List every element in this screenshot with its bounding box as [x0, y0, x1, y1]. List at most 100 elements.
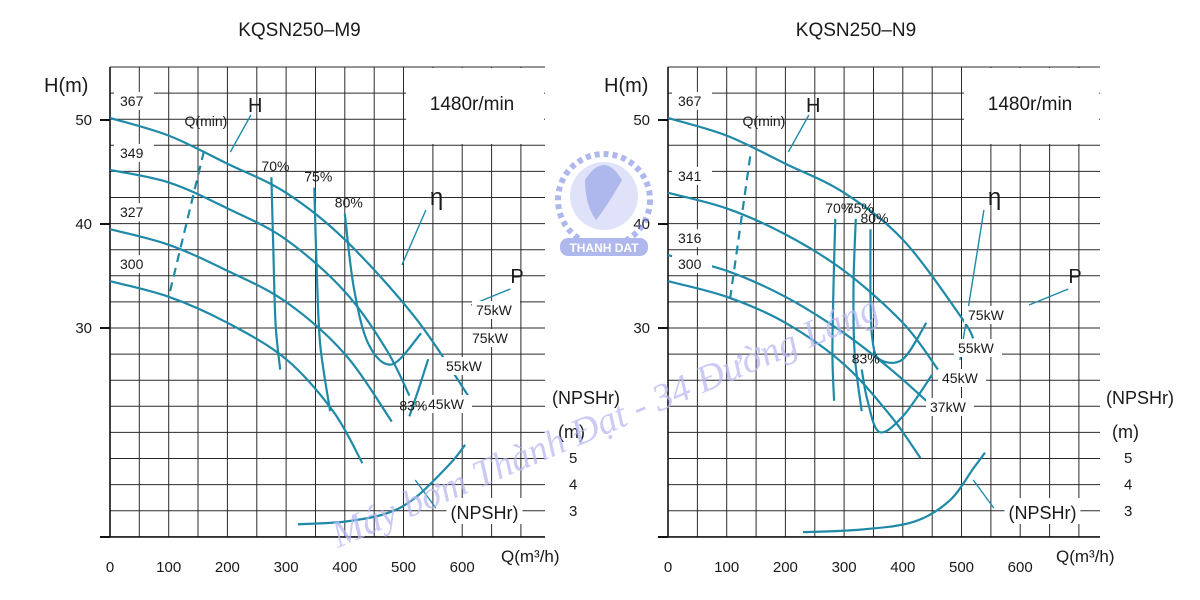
impeller-diameter-label: 367	[120, 93, 144, 109]
efficiency-curve-70pct	[270, 177, 282, 370]
efficiency-curve-83pct	[860, 369, 934, 434]
power-label-bg	[938, 369, 986, 387]
impeller-diameter-label: 300	[120, 256, 144, 272]
x-tick-label: 500	[391, 559, 416, 576]
qmin-line	[728, 156, 752, 303]
impeller-label-bg	[672, 229, 712, 248]
efficiency-curve-80pct	[343, 213, 422, 366]
y-tick-label: 40	[75, 216, 92, 233]
x-tick-label: 0	[664, 559, 672, 576]
efficiency-curve-70pct	[831, 218, 837, 401]
y-tick-label: 30	[633, 320, 650, 337]
power-leader	[1028, 288, 1069, 306]
efficiency-curve-83pct	[408, 358, 430, 417]
npsh-label-bg	[546, 380, 606, 410]
npsh-tick-label: 4	[1124, 477, 1132, 494]
npsh-leader	[972, 479, 995, 509]
power-label: 45kW	[942, 370, 979, 386]
power-label: 75kW	[968, 307, 1005, 323]
head-curve-300	[109, 280, 364, 464]
npsh-curve	[802, 452, 986, 534]
y-axis-label: H(m)	[44, 75, 88, 97]
npsh-tick-label: 3	[569, 503, 577, 520]
qmin-label: Q(min)	[743, 113, 786, 129]
npsh-curve	[297, 444, 466, 526]
head-curve-316	[667, 254, 928, 402]
y-tick-label: 50	[633, 112, 650, 129]
efficiency-label: 70%	[261, 158, 289, 174]
npsh-axis-label: (NPSHr)	[552, 388, 620, 408]
x-tick-label: 600	[450, 559, 475, 576]
impeller-diameter-label: 316	[678, 230, 702, 246]
speed-box	[406, 68, 544, 144]
efficiency-label: 80%	[335, 195, 363, 211]
head-leader	[787, 114, 810, 153]
power-symbol-label: P	[510, 266, 523, 288]
x-tick-label: 500	[949, 559, 974, 576]
efficiency-label: 70%	[825, 200, 853, 216]
impeller-label-bg	[672, 166, 712, 185]
efficiency-leader	[401, 209, 427, 266]
npsh-axis-label: (NPSHr)	[1106, 388, 1174, 408]
npsh-curve-label-bg	[1004, 498, 1081, 524]
efficiency-label: 80%	[860, 210, 888, 226]
npsh-unit-label: (m)	[1112, 422, 1139, 442]
efficiency-label: 83%	[399, 397, 427, 413]
head-label: H	[806, 95, 820, 117]
power-label-bg	[926, 398, 974, 416]
head-curve-327	[109, 228, 393, 423]
logo-banner	[560, 238, 648, 256]
impeller-label-bg	[114, 143, 154, 162]
power-label-bg	[442, 357, 490, 375]
power-label: 55kW	[958, 340, 995, 356]
x-tick-label: 400	[332, 559, 357, 576]
head-leader	[229, 114, 252, 153]
npsh-tick-label: 5	[569, 450, 577, 467]
power-label-bg	[424, 395, 472, 413]
impeller-diameter-label: 341	[678, 168, 702, 184]
efficiency-label: 83%	[852, 351, 880, 367]
x-tick-label: 300	[832, 559, 857, 576]
npsh-label-bg	[1100, 380, 1160, 410]
efficiency-curve-75pct	[313, 187, 332, 412]
impeller-label-bg	[114, 203, 154, 222]
chart-title: KQSN250–N9	[796, 20, 916, 41]
npsh-tick-label: 4	[569, 477, 577, 494]
chart-panel-1	[100, 66, 606, 538]
logo-swoosh	[585, 165, 622, 220]
npsh-unit-label: (m)	[558, 422, 585, 442]
x-tick-label: 400	[890, 559, 915, 576]
impeller-label-bg	[672, 255, 712, 274]
efficiency-symbol-label: η	[430, 184, 443, 211]
x-tick-label: 200	[215, 559, 240, 576]
chart-title: KQSN250–M9	[238, 20, 361, 41]
efficiency-curve-75pct	[852, 218, 863, 412]
speed-label: 1480r/min	[988, 94, 1073, 115]
power-label-bg	[468, 329, 516, 347]
impeller-label-bg	[114, 91, 154, 110]
impeller-diameter-label: 349	[120, 145, 144, 161]
npsh-curve-label: (NPSHr)	[1008, 503, 1076, 523]
npsh-curve-label-bg	[446, 498, 523, 524]
watermark-text: Máy bơm Thành Đạt - 34 Đường Láng	[324, 287, 885, 557]
impeller-label-bg	[114, 255, 154, 274]
x-tick-label: 100	[156, 559, 181, 576]
power-label: 45kW	[428, 396, 465, 412]
thanhdat-logo	[555, 151, 653, 256]
efficiency-label: 75%	[304, 169, 332, 185]
qmin-line	[167, 150, 205, 298]
speed-label: 1480r/min	[430, 94, 515, 115]
impeller-diameter-label: 367	[678, 93, 702, 109]
head-curve-300	[667, 280, 922, 459]
head-label: H	[248, 95, 262, 117]
efficiency-leader	[959, 209, 985, 361]
x-tick-label: 600	[1008, 559, 1033, 576]
power-label: 75kW	[472, 330, 509, 346]
x-tick-label: 0	[106, 559, 114, 576]
impeller-label-bg	[672, 91, 712, 110]
impeller-diameter-label: 300	[678, 256, 702, 272]
x-tick-label: 300	[274, 559, 299, 576]
x-tick-label: 200	[773, 559, 798, 576]
efficiency-symbol-label: η	[988, 184, 1001, 211]
